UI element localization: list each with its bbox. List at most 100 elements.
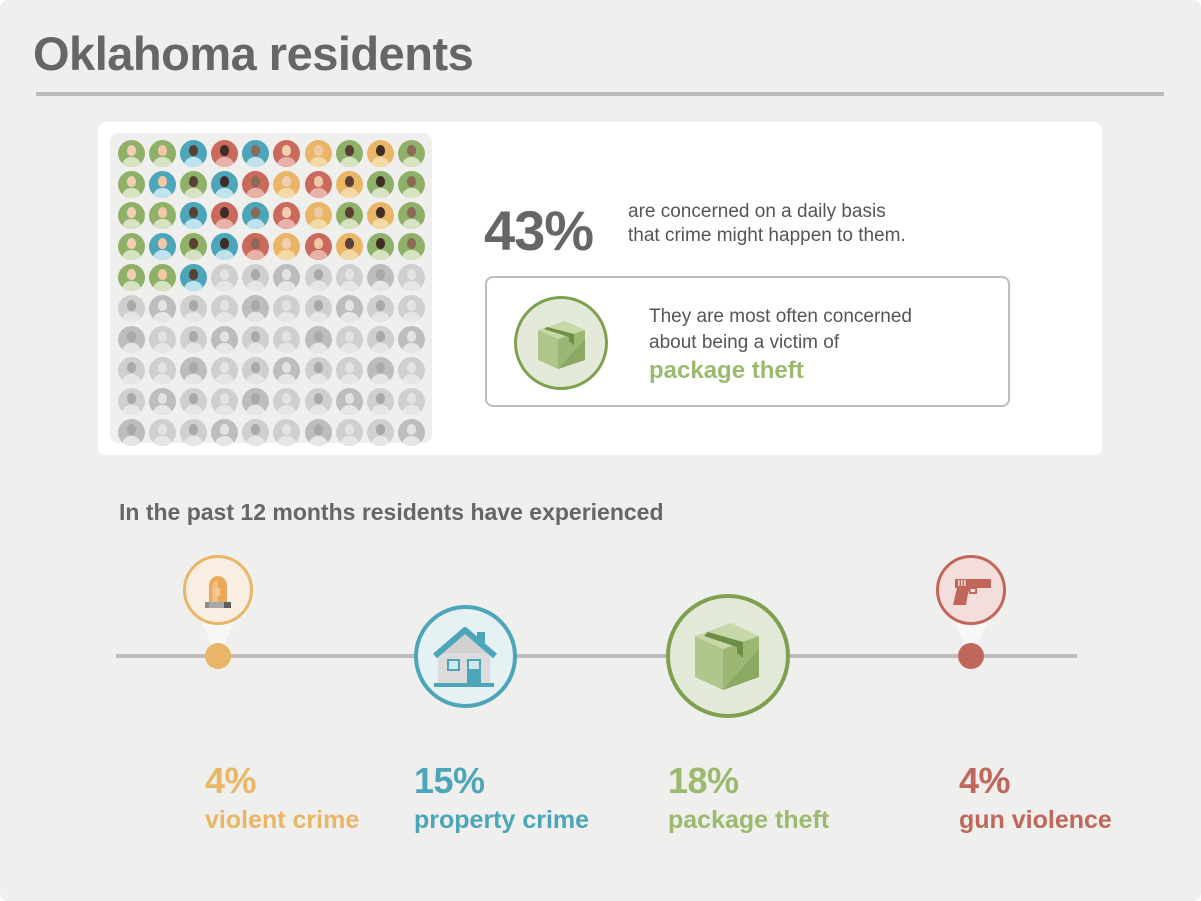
person-avatar-icon [273, 171, 301, 198]
person-avatar-icon [242, 202, 270, 229]
person-avatar-icon [211, 233, 239, 260]
callout-highlight: package theft [649, 357, 804, 384]
person-avatar-icon [211, 326, 239, 353]
person-avatar-icon [335, 326, 363, 353]
concern-card: 43% are concerned on a daily basis that … [98, 122, 1102, 455]
timeline-dot [958, 643, 984, 669]
person-avatar-icon [397, 264, 425, 291]
person-avatar-icon [335, 264, 363, 291]
person-avatar-icon [180, 357, 208, 384]
person-avatar-icon [397, 140, 425, 167]
person-avatar-icon [397, 388, 425, 415]
person-avatar-icon [180, 171, 208, 198]
handgun-icon [936, 555, 1006, 625]
person-avatar-icon [149, 171, 177, 198]
person-avatar-icon [304, 202, 332, 229]
person-avatar-icon [242, 419, 270, 446]
population-avatar-grid [118, 140, 425, 446]
title-divider [36, 92, 1164, 96]
person-avatar-icon [180, 419, 208, 446]
person-avatar-icon [118, 357, 145, 384]
person-avatar-icon [242, 171, 270, 198]
person-avatar-icon [211, 202, 239, 229]
person-avatar-icon [242, 388, 270, 415]
person-avatar-icon [304, 295, 332, 322]
person-avatar-icon [180, 295, 208, 322]
person-avatar-icon [211, 264, 239, 291]
person-avatar-icon [149, 140, 177, 167]
person-avatar-icon [118, 233, 145, 260]
person-avatar-icon [335, 202, 363, 229]
person-avatar-icon [335, 140, 363, 167]
person-avatar-icon [118, 326, 145, 353]
package-box-icon [514, 296, 608, 390]
person-avatar-icon [149, 295, 177, 322]
property-crime-label: property crime [414, 806, 590, 834]
person-avatar-icon [211, 295, 239, 322]
person-avatar-icon [180, 202, 208, 229]
person-avatar-icon [273, 264, 301, 291]
person-avatar-icon [242, 326, 270, 353]
person-avatar-icon [211, 140, 239, 167]
person-avatar-icon [118, 388, 145, 415]
person-avatar-icon [180, 140, 208, 167]
person-avatar-icon [118, 140, 145, 167]
person-avatar-icon [366, 419, 394, 446]
violent-crime-label: violent crime [205, 806, 360, 834]
concern-callout-box: They are most often concerned about bein… [485, 276, 1010, 407]
person-avatar-icon [335, 388, 363, 415]
person-avatar-icon [304, 171, 332, 198]
person-avatar-icon [397, 357, 425, 384]
package-theft-percent: 18% [668, 760, 739, 801]
person-avatar-icon [397, 171, 425, 198]
person-avatar-icon [397, 295, 425, 322]
person-avatar-icon [273, 419, 301, 446]
package-box-icon [666, 594, 790, 718]
person-avatar-icon [366, 140, 394, 167]
person-avatar-icon [211, 171, 239, 198]
callout-text: They are most often concerned about bein… [649, 304, 912, 386]
person-avatar-icon [242, 233, 270, 260]
gun-violence-label: gun violence [959, 806, 1112, 834]
person-avatar-icon [149, 233, 177, 260]
person-avatar-icon [118, 295, 145, 322]
person-avatar-icon [273, 233, 301, 260]
person-avatar-icon [180, 264, 208, 291]
person-avatar-icon [273, 140, 301, 167]
population-grid-panel [110, 133, 432, 446]
timeline-line [116, 654, 1077, 658]
concern-text-line-2: that crime might happen to them. [628, 225, 906, 246]
person-avatar-icon [211, 419, 239, 446]
person-avatar-icon [242, 264, 270, 291]
house-icon [414, 605, 517, 708]
person-avatar-icon [397, 419, 425, 446]
person-avatar-icon [149, 202, 177, 229]
person-avatar-icon [397, 202, 425, 229]
person-avatar-icon [366, 264, 394, 291]
person-avatar-icon [211, 388, 239, 415]
person-avatar-icon [397, 233, 425, 260]
person-avatar-icon [366, 202, 394, 229]
person-avatar-icon [304, 419, 332, 446]
person-avatar-icon [304, 326, 332, 353]
callout-line-1: They are most often concerned [649, 306, 912, 327]
person-avatar-icon [366, 357, 394, 384]
person-avatar-icon [366, 171, 394, 198]
person-avatar-icon [149, 264, 177, 291]
person-avatar-icon [242, 140, 270, 167]
person-avatar-icon [366, 326, 394, 353]
gun-violence-percent: 4% [959, 760, 1011, 801]
concern-percent: 43% [484, 199, 594, 262]
concern-description: are concerned on a daily basis that crim… [628, 200, 906, 248]
person-avatar-icon [242, 357, 270, 384]
person-avatar-icon [180, 233, 208, 260]
callout-line-2: about being a victim of [649, 332, 840, 353]
person-avatar-icon [335, 171, 363, 198]
person-avatar-icon [118, 202, 145, 229]
person-avatar-icon [273, 202, 301, 229]
person-avatar-icon [273, 295, 301, 322]
person-avatar-icon [273, 326, 301, 353]
concern-text-line-1: are concerned on a daily basis [628, 201, 886, 222]
person-avatar-icon [335, 357, 363, 384]
